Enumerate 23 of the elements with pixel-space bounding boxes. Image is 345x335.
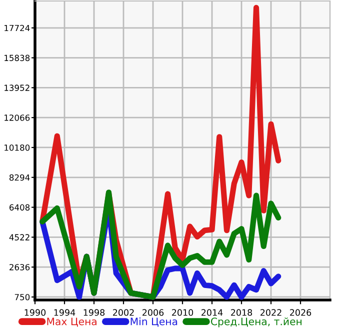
y-tick-label: 6408 <box>10 204 30 211</box>
y-tick-label: 13952 <box>4 84 30 91</box>
legend-label: Сред.Цена, т.йен <box>210 317 302 328</box>
y-tick-label: 15838 <box>4 54 30 62</box>
y-tick-label: 8294 <box>9 174 30 181</box>
x-tick-label: 1994 <box>54 309 76 316</box>
y-tick-label: 4522 <box>9 234 30 240</box>
x-tick-label: 2006 <box>142 309 164 316</box>
y-tick-label: 2636 <box>10 264 30 270</box>
x-tick-label: 1998 <box>84 309 105 316</box>
x-tick-label: 1990 <box>24 309 46 316</box>
x-tick-label: 2014 <box>202 309 223 316</box>
x-tick-label: 2010 <box>172 309 194 316</box>
y-tick-label: 12066 <box>4 114 30 121</box>
x-tick-label: 2002 <box>113 309 134 316</box>
x-tick-label: 2026 <box>290 309 312 316</box>
legend-label: Min Цена <box>130 317 178 327</box>
y-tick-label: 10180 <box>4 144 30 151</box>
legend-label: Max Цена <box>47 318 96 327</box>
x-tick-label: 2018 <box>231 309 252 316</box>
x-tick-label: 2022 <box>260 309 282 316</box>
y-tick-label: 17724 <box>4 24 30 32</box>
y-tick-label: 750 <box>14 294 30 300</box>
